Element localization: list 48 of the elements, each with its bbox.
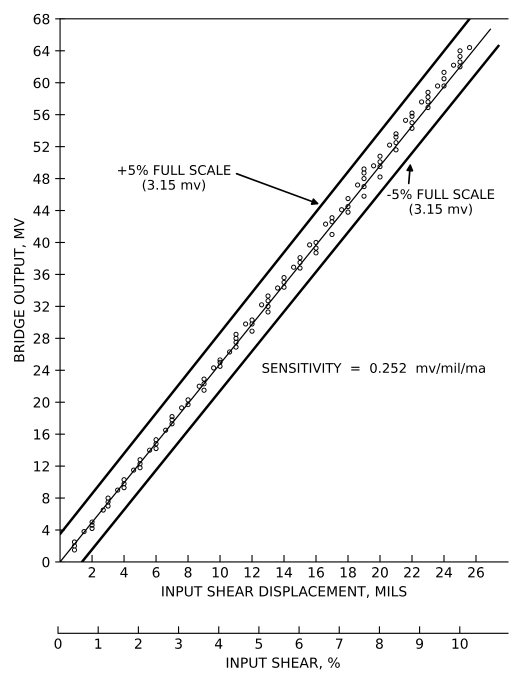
x-tick-label: 6 — [152, 567, 160, 578]
x2-tick-label: 5 — [256, 638, 262, 649]
x-tick-label: 4 — [120, 567, 128, 578]
annotation: SENSITIVITY = 0.252 mv/mil/ma — [262, 362, 485, 374]
x2-tick-label: 7 — [336, 638, 342, 649]
y-tick-label: 44 — [33, 206, 50, 216]
x-tick-label: 20 — [372, 567, 388, 578]
y-axis-title: BRIDGE OUTPUT, MV — [14, 218, 26, 362]
x2-tick-label: 10 — [452, 638, 468, 649]
y-tick-label: 0 — [42, 556, 50, 568]
x-tick-label: 12 — [244, 567, 260, 578]
y-tick-label: 32 — [34, 301, 49, 312]
x-tick-label: 22 — [404, 567, 420, 578]
y-tick-label: 28 — [34, 333, 50, 344]
x-tick-label: 8 — [184, 567, 192, 578]
x-tick-label: 26 — [468, 567, 484, 578]
y-tick-label: 60 — [34, 78, 50, 88]
y-tick-label: 36 — [34, 269, 50, 280]
y-tick-label: 12 — [34, 461, 49, 472]
annotation: -5% FULL SCALE (3.15 mv) — [387, 189, 494, 216]
y-tick-label: 16 — [34, 429, 50, 440]
y-tick-label: 40 — [33, 237, 50, 248]
y-tick-label: 48 — [33, 174, 50, 184]
x2-tick-label: 2 — [134, 638, 142, 649]
y-tick-label: 24 — [34, 365, 50, 376]
x2-tick-label: 6 — [296, 638, 303, 649]
x2-tick-label: 3 — [175, 638, 182, 649]
y-tick-label: 20 — [34, 397, 50, 408]
x2-axis-title: INPUT SHEAR, % — [226, 657, 340, 670]
x2-tick-label: 1 — [95, 638, 102, 649]
y-tick-label: 64 — [34, 46, 50, 56]
y-tick-label: 8 — [42, 493, 50, 504]
x2-tick-label: 0 — [54, 638, 62, 649]
x2-tick-label: 4 — [214, 638, 222, 649]
y-tick-label: 52 — [34, 142, 49, 152]
x-tick-label: 10 — [212, 567, 228, 578]
x-tick-label: 16 — [308, 567, 324, 578]
y-tick-label: 4 — [42, 525, 50, 536]
y-tick-label: 68 — [34, 14, 50, 24]
x-tick-label: 2 — [88, 567, 96, 578]
x-tick-label: 24 — [436, 567, 452, 578]
annotation: +5% FULL SCALE (3.15 mv) — [118, 165, 230, 192]
x2-tick-label: 8 — [376, 638, 383, 649]
y-tick-label: 56 — [34, 110, 50, 120]
x-axis-title: INPUT SHEAR DISPLACEMENT, MILS — [162, 586, 406, 598]
x-tick-label: 14 — [276, 567, 292, 578]
x2-tick-label: 9 — [416, 638, 424, 649]
x-tick-label: 18 — [340, 567, 356, 578]
